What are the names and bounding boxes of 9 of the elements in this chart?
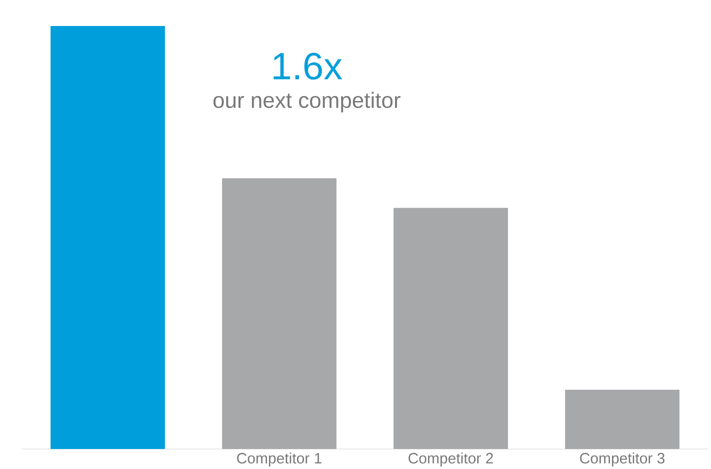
x-tick-label: Competitor 3 — [580, 452, 665, 467]
bar — [565, 390, 680, 449]
bar — [50, 26, 165, 449]
x-tick-label: Competitor 2 — [408, 452, 493, 467]
bar — [394, 208, 508, 449]
bar — [222, 178, 336, 449]
annotation: 1.6x — [274, 52, 342, 80]
x-tick-label: Competitor 1 — [237, 452, 322, 467]
annotation: our next competitor — [213, 92, 400, 112]
